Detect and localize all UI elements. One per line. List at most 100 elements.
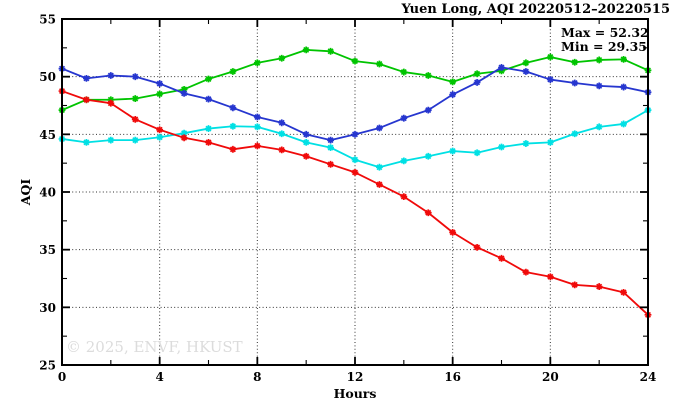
series-cyan-marker xyxy=(473,149,481,157)
x-tick-label: 20 xyxy=(542,370,559,384)
series-cyan-marker xyxy=(424,152,432,160)
series-blue-marker xyxy=(400,114,408,122)
series-green-marker xyxy=(449,78,457,86)
series-blue-marker xyxy=(327,136,334,144)
series-cyan-marker xyxy=(522,140,530,147)
series-blue-marker xyxy=(156,80,164,87)
y-tick-label: 55 xyxy=(39,13,56,27)
y-axis-label: AQI xyxy=(18,179,33,207)
series-green-marker xyxy=(302,46,310,54)
tick-labels: 0 4 8 12 16 20 24 25 30 35 40 45 50 55 xyxy=(39,13,656,385)
series-blue-marker xyxy=(302,130,310,138)
series-red-marker xyxy=(302,152,310,160)
series-red-marker xyxy=(400,193,408,201)
series-cyan-marker xyxy=(156,133,164,141)
series-green-marker xyxy=(376,60,383,68)
series-red-marker xyxy=(522,268,530,276)
series-blue-marker xyxy=(351,130,359,138)
series-cyan-marker xyxy=(449,147,457,155)
series-red-marker xyxy=(571,281,579,289)
series-red-marker xyxy=(351,168,359,176)
series-green-marker xyxy=(351,57,359,65)
series-green-marker xyxy=(253,59,261,67)
y-tick-label: 50 xyxy=(39,70,56,84)
series-cyan-marker xyxy=(400,157,408,165)
series-green-marker xyxy=(156,90,164,98)
series-cyan-marker xyxy=(278,130,286,138)
series-red xyxy=(58,87,652,319)
y-tick-label: 45 xyxy=(39,128,56,142)
series-blue-marker xyxy=(253,113,261,121)
series-red-marker xyxy=(376,181,383,188)
series-green-marker xyxy=(620,55,627,63)
series-cyan-marker xyxy=(229,122,237,130)
x-tick-label: 0 xyxy=(58,370,66,384)
series-cyan-marker xyxy=(205,125,212,132)
series-blue-marker xyxy=(595,82,603,90)
y-tick-label: 25 xyxy=(39,359,56,373)
annotation-max: Max = 52.32 xyxy=(561,25,649,40)
series-red-marker xyxy=(180,134,188,142)
series-blue-marker xyxy=(107,72,115,79)
series-green-marker xyxy=(571,58,579,66)
series-cyan-marker xyxy=(302,139,310,146)
series-cyan-marker xyxy=(376,163,383,171)
series-green-marker xyxy=(278,54,286,62)
series-red-marker xyxy=(473,243,481,251)
series-blue-marker xyxy=(131,73,139,81)
series-blue-marker xyxy=(449,91,457,98)
series-blue-line xyxy=(61,66,649,142)
series-red-marker xyxy=(620,288,627,296)
series-blue-marker xyxy=(278,119,286,127)
x-tick-label: 12 xyxy=(347,370,364,384)
series-red-marker xyxy=(449,228,457,236)
series-cyan-marker xyxy=(620,120,627,128)
series-blue-marker xyxy=(473,79,481,86)
series-green-marker xyxy=(400,68,408,76)
series-cyan-marker xyxy=(351,156,359,164)
series-cyan-marker xyxy=(107,136,115,144)
series-cyan-marker xyxy=(595,123,603,131)
series-red-marker xyxy=(131,115,139,123)
series-blue-marker xyxy=(498,64,505,71)
x-axis-label: Hours xyxy=(334,386,377,401)
series-red-marker xyxy=(498,254,505,262)
series-red-marker xyxy=(156,126,164,134)
annotation-min: Min = 29.35 xyxy=(561,39,647,54)
series-blue-marker xyxy=(522,68,530,75)
series-red-marker xyxy=(107,99,115,107)
series-cyan-marker xyxy=(546,139,554,146)
series-red-marker xyxy=(253,142,261,150)
series-cyan-marker xyxy=(498,143,505,151)
series-red-marker xyxy=(205,139,212,146)
series-green-marker xyxy=(327,47,334,55)
series-cyan-marker xyxy=(571,130,579,138)
watermark: © 2025, ENVF, HKUST xyxy=(66,338,243,356)
series-red-marker xyxy=(424,209,432,217)
series-blue-marker xyxy=(376,124,383,132)
x-tick-label: 24 xyxy=(640,370,657,384)
series-green-marker xyxy=(522,59,530,67)
series-green-marker xyxy=(205,75,212,83)
x-tick-label: 8 xyxy=(253,370,261,384)
series-cyan-marker xyxy=(327,144,334,151)
series-blue-marker xyxy=(571,79,579,87)
series-red-marker xyxy=(546,273,554,281)
series-cyan-marker xyxy=(180,129,188,137)
series-green-marker xyxy=(595,56,603,64)
series-red-marker xyxy=(83,96,90,104)
series-cyan-marker xyxy=(253,123,261,131)
series-green-marker xyxy=(498,67,505,75)
y-tick-label: 35 xyxy=(39,243,56,257)
series-green-marker xyxy=(131,95,139,102)
x-tick-label: 16 xyxy=(444,370,461,384)
series-blue-marker xyxy=(546,76,554,83)
series-green-marker xyxy=(424,72,432,79)
series-green-marker xyxy=(546,53,554,61)
series-green-marker xyxy=(107,96,115,104)
y-tick-label: 30 xyxy=(39,301,56,315)
series-red-marker xyxy=(278,146,286,154)
series-blue-marker xyxy=(180,89,188,97)
